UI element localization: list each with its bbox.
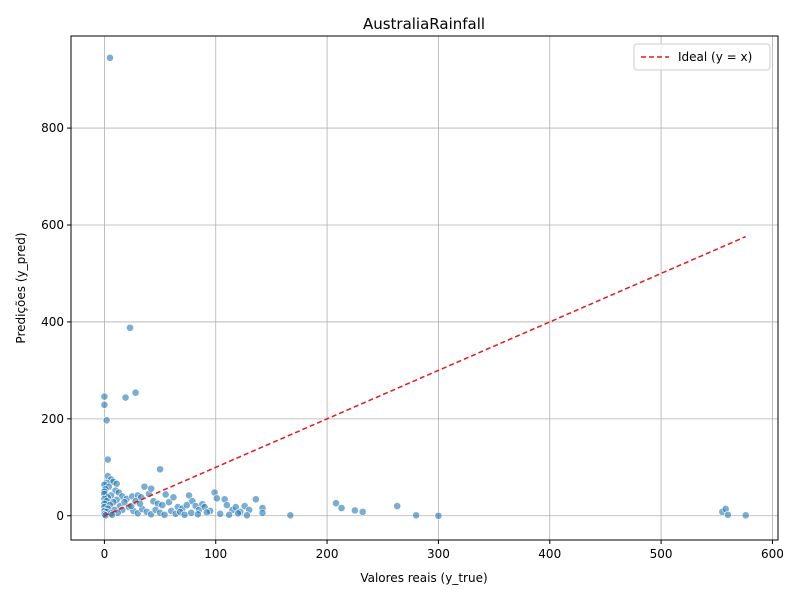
data-point	[194, 510, 202, 519]
grid-lines	[71, 36, 778, 540]
y-tick-label: 600	[41, 218, 64, 232]
data-point	[185, 491, 193, 500]
x-tick-label: 300	[427, 547, 450, 561]
data-point	[180, 510, 189, 519]
data-point	[741, 511, 750, 520]
y-tick-label: 800	[41, 121, 64, 135]
data-point	[351, 506, 359, 515]
data-point	[723, 510, 732, 519]
data-point	[103, 455, 112, 464]
data-point	[121, 393, 130, 402]
data-point	[169, 493, 178, 502]
data-point	[106, 53, 114, 62]
y-tick-label: 0	[56, 509, 64, 523]
data-point	[158, 501, 167, 510]
data-point	[225, 510, 234, 519]
data-point	[108, 510, 117, 519]
legend-ideal-label: Ideal (y = x)	[678, 50, 752, 64]
data-point	[412, 511, 421, 520]
ideal-line-layer	[104, 235, 747, 517]
data-point	[202, 508, 211, 517]
data-point	[147, 484, 156, 493]
data-point	[156, 465, 164, 474]
data-point	[337, 504, 346, 512]
y-axis-label: Predições (y_pred)	[14, 232, 28, 343]
x-axis-label: Valores reais (y_true)	[360, 571, 487, 585]
data-point	[140, 482, 149, 491]
data-point	[286, 511, 295, 520]
data-point	[120, 498, 129, 507]
ideal-line	[104, 235, 747, 517]
x-tick-label: 500	[650, 547, 673, 561]
x-tick-label: 100	[204, 547, 227, 561]
data-point	[222, 501, 231, 510]
x-tick-label: 0	[101, 547, 109, 561]
data-point	[216, 509, 225, 518]
data-point	[165, 498, 173, 507]
data-point	[332, 499, 340, 508]
data-point	[100, 400, 109, 409]
data-point	[182, 501, 191, 510]
data-point	[126, 323, 134, 332]
chart-title: AustraliaRainfall	[363, 15, 485, 33]
x-axis-ticks: 0 100 200 300 400 500 600	[101, 540, 784, 561]
plot-frame	[70, 35, 779, 541]
data-point	[234, 509, 242, 518]
data-point	[160, 510, 169, 519]
y-axis-ticks: 0 200 400 600 800	[41, 121, 71, 523]
y-tick-label: 400	[41, 315, 64, 329]
data-point	[100, 392, 109, 401]
data-point	[131, 388, 140, 397]
y-tick-label: 200	[41, 412, 64, 426]
x-tick-label: 200	[316, 547, 339, 561]
data-point	[187, 508, 196, 517]
data-point	[102, 416, 111, 425]
data-point	[251, 495, 260, 504]
data-point	[358, 507, 367, 516]
data-point	[393, 502, 402, 510]
legend-box	[633, 43, 771, 71]
scatter-points	[100, 53, 750, 520]
x-tick-label: 600	[761, 547, 784, 561]
data-point	[112, 479, 121, 488]
data-point	[243, 511, 251, 520]
data-point	[434, 511, 443, 520]
data-point	[258, 508, 267, 517]
data-point	[161, 490, 170, 499]
data-point	[212, 494, 221, 503]
x-tick-label: 400	[538, 547, 561, 561]
legend: Ideal (y = x)	[633, 43, 771, 71]
